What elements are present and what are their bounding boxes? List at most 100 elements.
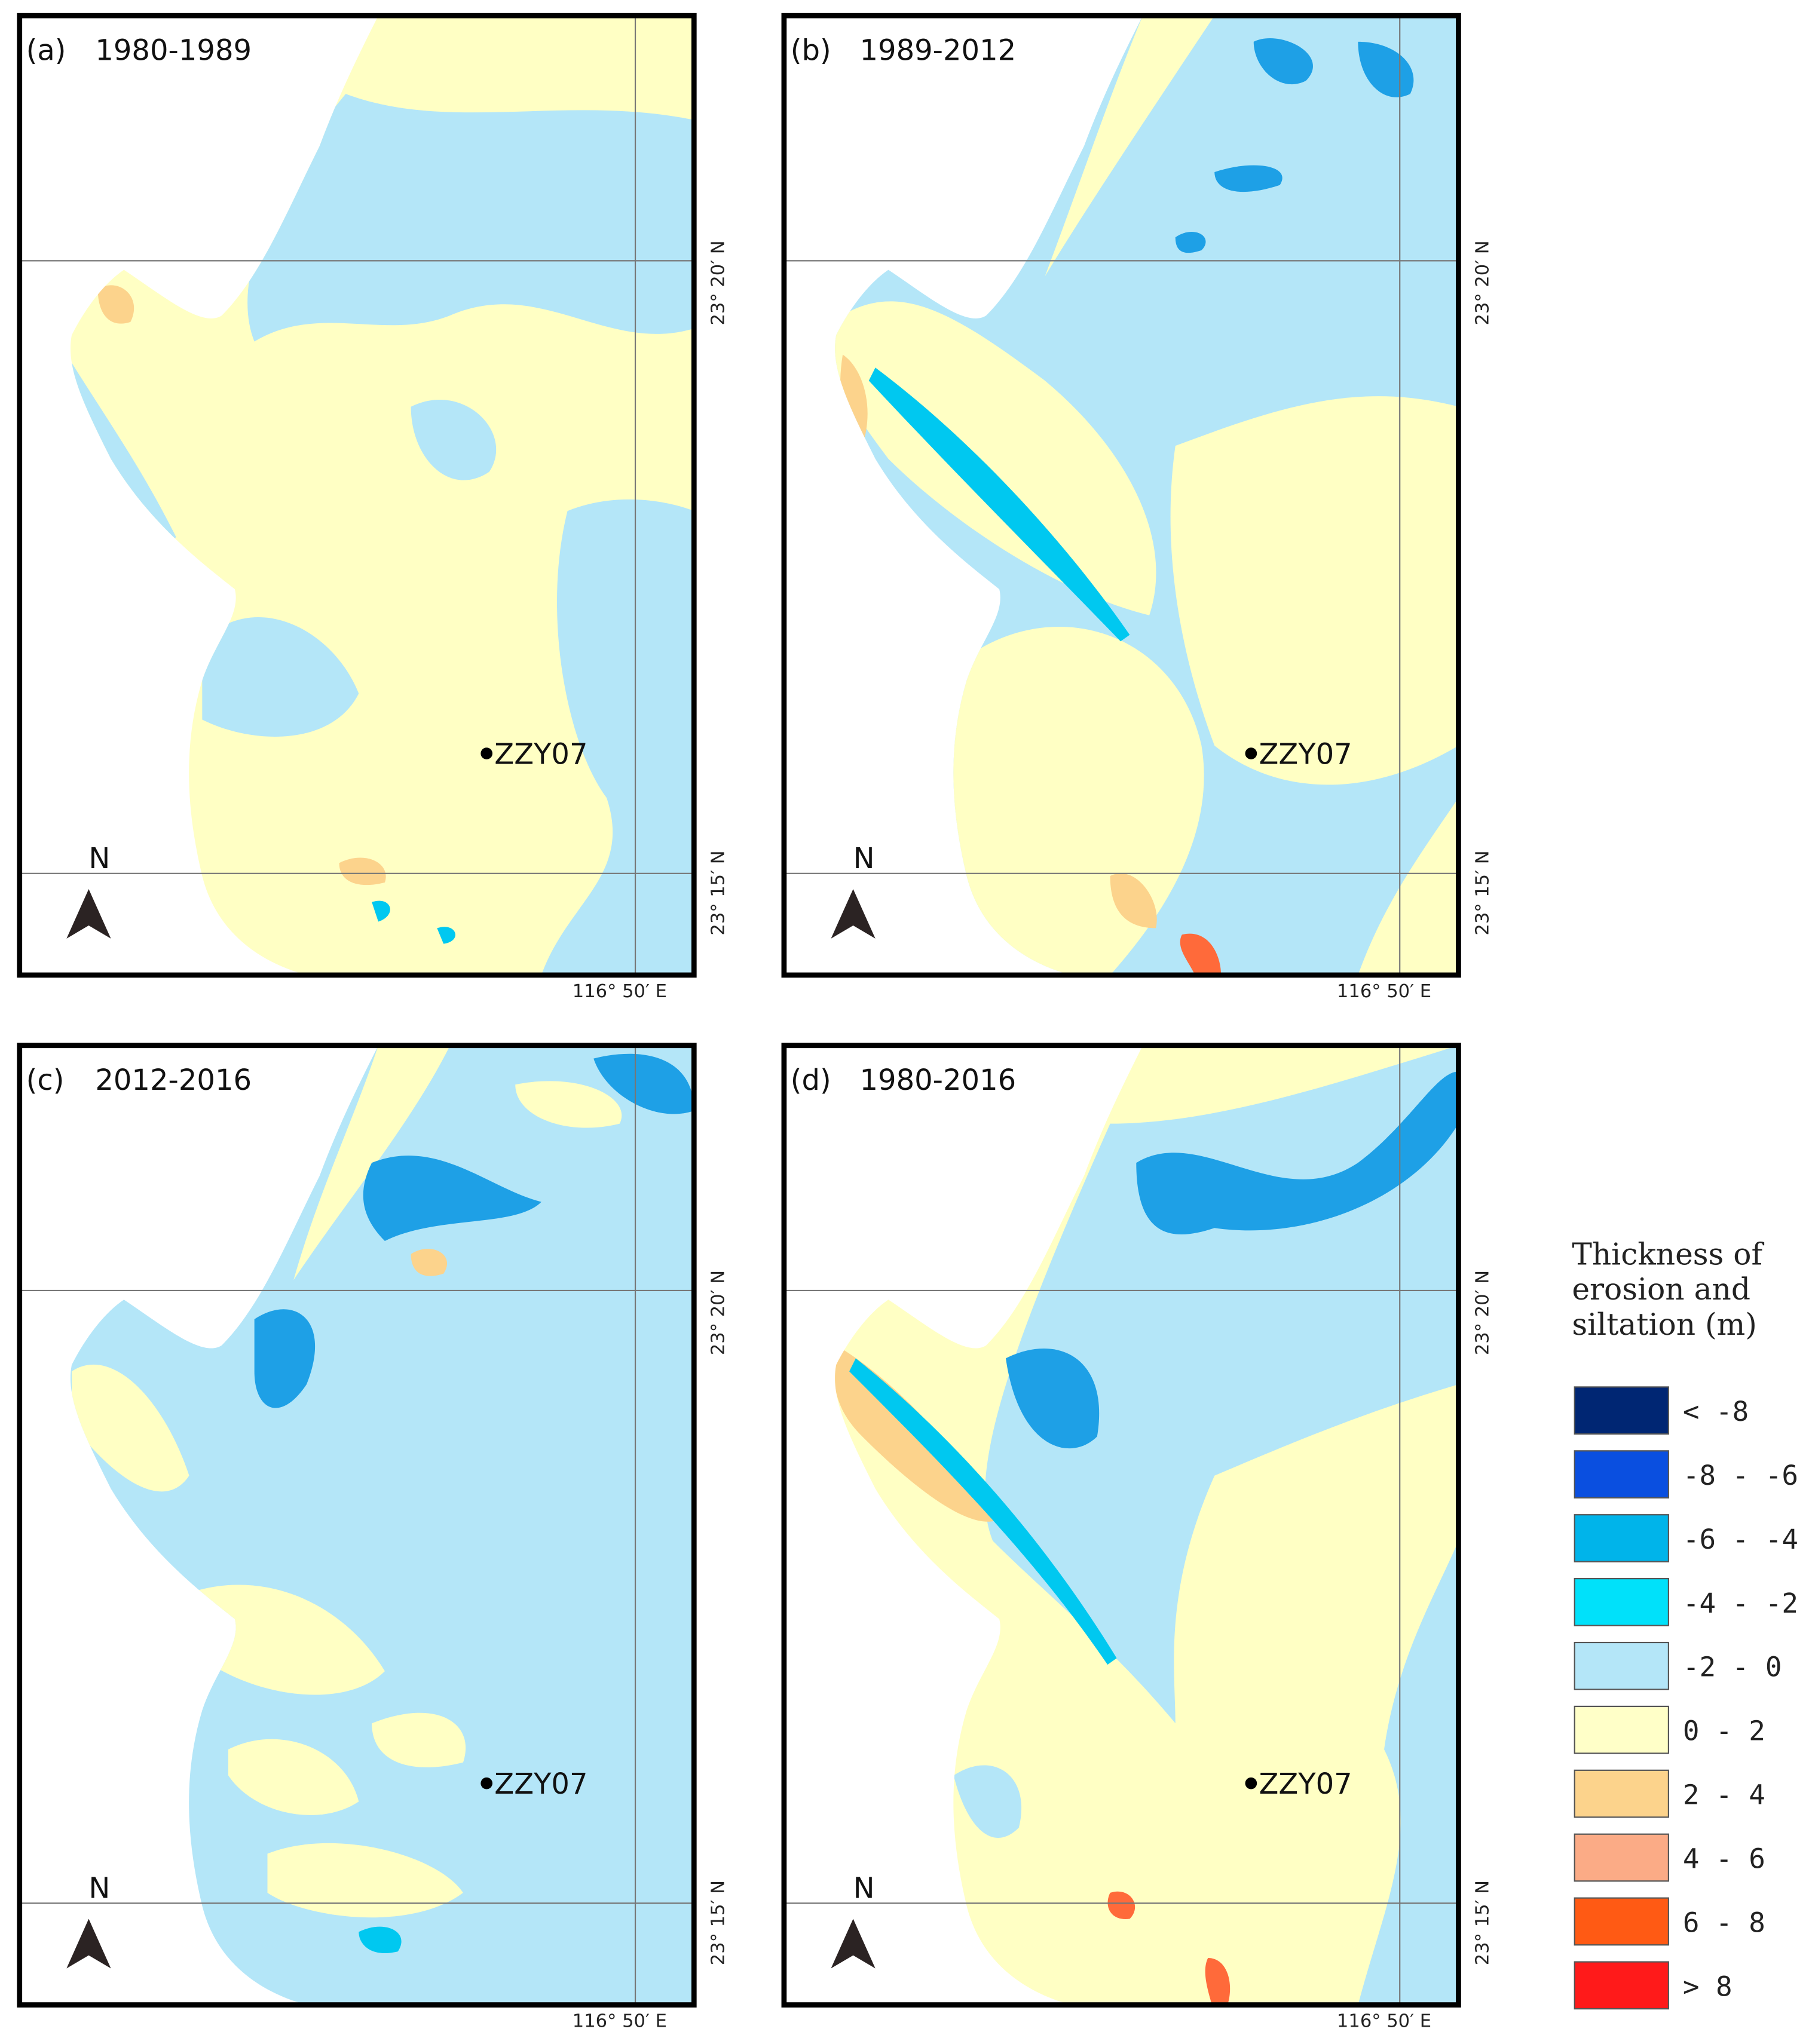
station-dot (1245, 747, 1257, 759)
panel-label: (b) (791, 33, 831, 67)
legend-title: siltation (m) (1572, 1307, 1757, 1342)
legend-label: -6 - -4 (1683, 1523, 1798, 1555)
station-dot (480, 747, 493, 759)
map-zone (985, 1045, 1459, 1724)
legend-swatch (1574, 1450, 1669, 1498)
map-zone (835, 301, 1156, 615)
map-zone (849, 1358, 1117, 1665)
panel-label: (a) (26, 33, 66, 67)
map-zone (541, 499, 694, 975)
legend-swatch (1574, 1897, 1669, 1946)
north-label: N (88, 1872, 110, 1905)
station-label: ZZY07 (1259, 1767, 1352, 1801)
station-dot (480, 1777, 493, 1789)
map-zone (593, 1053, 694, 1114)
panel-frame (781, 1043, 1461, 2008)
panel-frame (781, 13, 1461, 978)
map-panel: (c) 2012-2016 ZZY07 N 23° 20′ N 23° 15′ N 116°… (17, 1043, 729, 2032)
map-zone (1253, 38, 1313, 85)
map-zone (1214, 165, 1283, 192)
legend-swatch (1574, 1833, 1669, 1882)
station-label: ZZY07 (494, 1767, 587, 1801)
north-label: N (853, 1872, 875, 1905)
map-zone (359, 1926, 402, 1953)
legend-label: -2 - 0 (1683, 1651, 1782, 1683)
map-area (835, 1045, 1459, 2005)
map-zone (411, 399, 497, 480)
north-arrow (66, 888, 111, 939)
longitude-label: 116° 50′ E (573, 981, 667, 1002)
north-label: N (853, 842, 875, 875)
legend-label: 6 - 8 (1683, 1906, 1765, 1938)
map-zone (1136, 1071, 1459, 1235)
map-zone (202, 617, 359, 737)
map-zone (1005, 1349, 1100, 1449)
map-zone (1110, 873, 1157, 928)
north-arrow (831, 1919, 876, 1969)
map-zone (189, 1585, 385, 1695)
station-label: ZZY07 (494, 738, 587, 771)
legend-swatch (1574, 1514, 1669, 1562)
legend-label: 4 - 6 (1683, 1842, 1765, 1874)
map-zone (339, 857, 386, 885)
panel-period: 1980-2016 (860, 1064, 1017, 1097)
map-zone (363, 1156, 541, 1242)
panel-label: (c) (26, 1064, 65, 1097)
legend-swatch (1574, 1705, 1669, 1754)
map-zone (1358, 798, 1459, 975)
panel-label: (d) (791, 1064, 831, 1097)
station-label: ZZY07 (1259, 738, 1352, 771)
legend-swatch (1574, 1769, 1669, 1818)
map-zone (868, 367, 1130, 642)
panel-period: 1980-1989 (95, 33, 252, 67)
panel-period: 2012-2016 (95, 1064, 252, 1097)
map-zone (1045, 16, 1215, 277)
legend-swatch (1574, 1641, 1669, 1690)
legend-swatch (1574, 1578, 1669, 1626)
legend-label: > 8 (1683, 1970, 1733, 2002)
map-zone (247, 94, 694, 342)
map-zone (411, 1249, 448, 1276)
panel-period: 1989-2012 (860, 33, 1017, 67)
legend-label: -8 - -6 (1683, 1459, 1798, 1491)
legend-label: -4 - -2 (1683, 1587, 1798, 1619)
map-panel: (b) 1989-2012 ZZY07 N 23° 20′ N 23° 15′ N 116°… (781, 13, 1493, 1002)
panel-frame (17, 13, 697, 978)
legend-label: < -8 (1683, 1395, 1749, 1427)
latitude-label: 23° 15′ N (708, 1880, 729, 1965)
panel-frame (17, 1043, 697, 2008)
longitude-label: 116° 50′ E (573, 2011, 667, 2032)
legend-label: 0 - 2 (1683, 1715, 1765, 1747)
map-zone (228, 1739, 359, 1815)
station-dot (1245, 1777, 1257, 1789)
map-zone (1180, 933, 1222, 975)
north-arrow (66, 1919, 111, 1969)
north-label: N (88, 842, 110, 875)
map-zone (72, 1364, 189, 1492)
map-panel: (a) 1980-1989 ZZY07 N 23° 20′ N 23° 15′ N 116°… (17, 13, 729, 1002)
map-zone (437, 927, 455, 944)
legend-label: 2 - 4 (1683, 1779, 1765, 1811)
latitude-label: 23° 15′ N (1473, 850, 1493, 935)
map-zone (1205, 1958, 1231, 2005)
latitude-label: 23° 20′ N (1473, 240, 1493, 325)
map-zone (1175, 232, 1206, 253)
map-panel: (d) 1980-2016 ZZY07 N 23° 20′ N 23° 15′ N 116°… (781, 1043, 1493, 2032)
longitude-label: 116° 50′ E (1337, 981, 1431, 1002)
latitude-label: 23° 20′ N (1473, 1270, 1493, 1355)
longitude-label: 116° 50′ E (1337, 2011, 1431, 2032)
map-zone (515, 1081, 622, 1128)
latitude-label: 23° 20′ N (708, 1270, 729, 1355)
legend-swatch (1574, 1961, 1669, 2010)
legend-title: Thickness of (1572, 1236, 1764, 1271)
map-zone (372, 1712, 466, 1767)
map-zone (97, 285, 134, 324)
map-zone (267, 1843, 463, 1918)
north-arrow (831, 888, 876, 939)
latitude-label: 23° 15′ N (708, 850, 729, 935)
map-zone (1358, 1540, 1459, 2005)
map-zone (1107, 1891, 1135, 1920)
map-zone (953, 1765, 1022, 1838)
